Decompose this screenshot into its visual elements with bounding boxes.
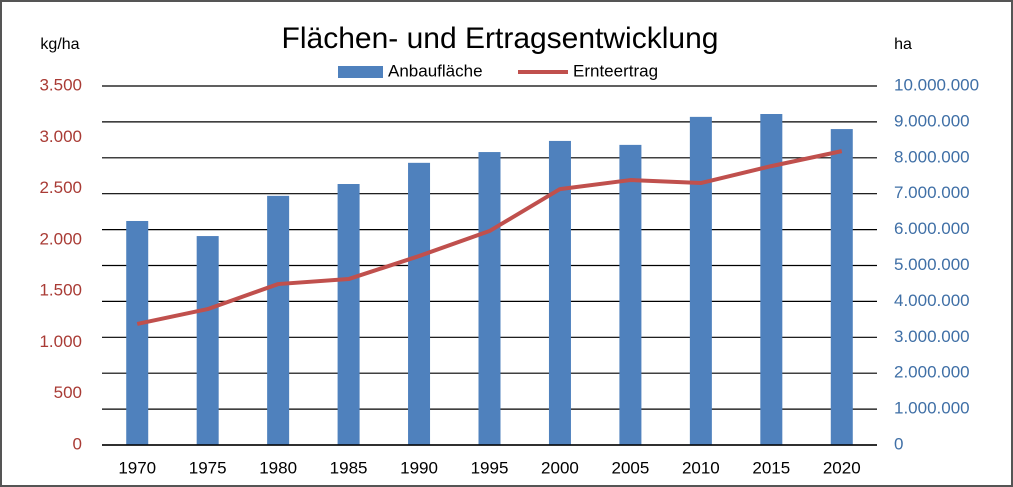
y2-tick-label: 2.000.000 (894, 363, 970, 382)
y2-tick-label: 4.000.000 (894, 291, 970, 310)
x-tick-label: 1970 (118, 458, 156, 477)
y-tick-label: 3.500 (39, 75, 82, 94)
x-tick-label: 2020 (823, 458, 861, 477)
bar (126, 220, 149, 445)
bar (267, 195, 290, 445)
bar (548, 140, 571, 445)
bar (689, 116, 712, 446)
y2-tick-label: 8.000.000 (894, 147, 970, 166)
bar (408, 162, 431, 446)
y2-tick-label: 1.000.000 (894, 399, 970, 418)
legend-label: Anbaufläche (388, 61, 483, 80)
line (136, 149, 843, 326)
x-tick-label: 1990 (400, 458, 438, 477)
y2-axis-label: ha (894, 36, 912, 53)
y-tick-label: 0 (73, 434, 82, 453)
x-tick-label: 2005 (611, 458, 649, 477)
x-tick-label: 1985 (330, 458, 368, 477)
bar (196, 236, 219, 445)
legend-swatch (338, 66, 383, 78)
y2-tick-label: 0 (894, 434, 903, 453)
y-tick-label: 500 (54, 383, 82, 402)
x-tick-label: 2000 (541, 458, 579, 477)
x-tick-label: 1995 (471, 458, 509, 477)
bar (337, 184, 360, 445)
y-tick-label: 3.000 (39, 127, 82, 146)
x-tick-label: 2010 (682, 458, 720, 477)
x-tick-label: 1980 (259, 458, 297, 477)
bar (760, 114, 783, 445)
y2-tick-label: 7.000.000 (894, 183, 970, 202)
y-tick-label: 1.500 (39, 281, 82, 300)
x-tick-label: 1975 (189, 458, 227, 477)
y-tick-label: 2.500 (39, 178, 82, 197)
y2-tick-label: 3.000.000 (894, 327, 970, 346)
y2-tick-label: 9.000.000 (894, 111, 970, 130)
x-tick-label: 2015 (752, 458, 790, 477)
y2-tick-label: 10.000.000 (894, 75, 979, 94)
y-axis-label: kg/ha (40, 36, 79, 53)
legend-label: Ernteertrag (573, 61, 658, 80)
y2-tick-label: 6.000.000 (894, 219, 970, 238)
y2-tick-label: 5.000.000 (894, 255, 970, 274)
y-tick-label: 2.000 (39, 229, 82, 248)
bar (619, 144, 642, 445)
y-tick-label: 1.000 (39, 332, 82, 351)
bar (478, 152, 501, 445)
chart-title: Flächen- und Ertragsentwicklung (282, 22, 719, 55)
bar (830, 129, 853, 445)
